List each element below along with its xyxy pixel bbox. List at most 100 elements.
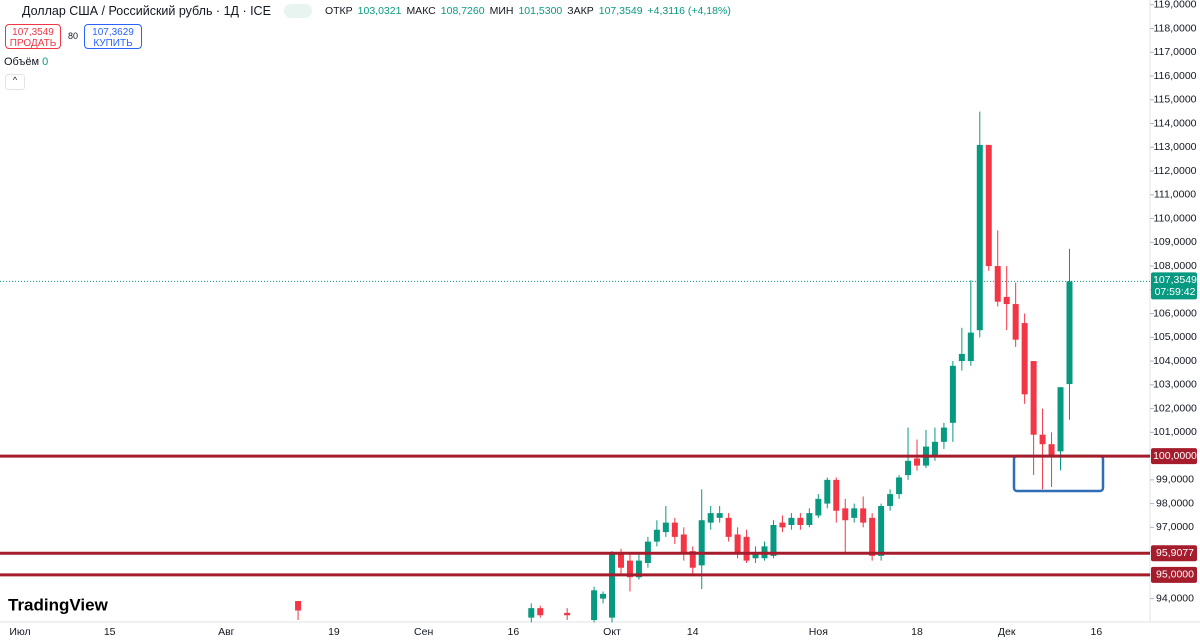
- y-tick-label: 103,0000: [1153, 379, 1197, 391]
- horizontal-line-tag: [1151, 545, 1197, 562]
- y-tick-label: 108,0000: [1153, 260, 1197, 272]
- candle-body: [833, 479, 840, 511]
- change: +4,3116 (+4,18%): [647, 5, 731, 17]
- high-label: МАКС: [406, 5, 436, 17]
- y-tick-label: 106,0000: [1153, 307, 1197, 319]
- buy-label: КУПИТЬ: [93, 38, 133, 49]
- y-tick-label: 104,0000: [1153, 355, 1197, 367]
- candle-body: [564, 612, 571, 616]
- y-tick-label: 94,0000: [1156, 592, 1194, 604]
- x-tick-label: Дек: [998, 626, 1016, 638]
- candle-body: [878, 505, 885, 556]
- candle-body: [528, 608, 535, 618]
- sell-price: 107,3549: [12, 27, 54, 38]
- x-tick-label: 14: [687, 626, 699, 638]
- x-tick-label: Июл: [9, 626, 30, 638]
- candle-body: [295, 600, 302, 611]
- high: 108,7260: [440, 5, 485, 17]
- y-tick-label: 97,0000: [1156, 521, 1194, 533]
- candle-body: [662, 522, 669, 533]
- candle-body: [1030, 361, 1037, 435]
- y-tick-label: 110,0000: [1153, 212, 1196, 224]
- candle-body: [788, 517, 795, 525]
- candle-body: [1066, 281, 1073, 385]
- candle-body: [680, 534, 687, 554]
- candle-body: [958, 353, 965, 362]
- candle-body: [707, 513, 714, 523]
- candle-body: [976, 144, 983, 331]
- status-badge[interactable]: [283, 4, 312, 18]
- symbol: Доллар США / Российский рубль · 1Д · ICE: [22, 4, 271, 18]
- buy-button[interactable]: 107,3629 КУПИТЬ: [84, 24, 142, 49]
- candle-body: [591, 590, 598, 620]
- candle-body: [842, 508, 849, 521]
- logo: TradingView: [8, 595, 109, 614]
- countdown-label: 07:59:42: [1155, 286, 1196, 298]
- y-tick-label: 118,0000: [1153, 22, 1196, 34]
- y-tick-label: 98,0000: [1156, 497, 1194, 509]
- y-tick-label: 117,0000: [1153, 46, 1196, 58]
- x-tick-label: 15: [104, 626, 116, 638]
- candle-body: [931, 441, 938, 457]
- header: Доллар США / Российский рубль · 1Д · ICE…: [22, 4, 731, 18]
- candle-body: [824, 479, 831, 504]
- candle-body: [626, 560, 633, 578]
- x-tick-label: 16: [1091, 626, 1103, 638]
- candle-body: [635, 560, 642, 578]
- candle-body: [716, 513, 723, 518]
- candle-body: [806, 513, 813, 525]
- candle-body: [994, 266, 1001, 302]
- candle-body: [770, 524, 777, 556]
- buy-price: 107,3629: [92, 27, 134, 38]
- candle-body: [851, 508, 858, 518]
- candle-body: [689, 551, 696, 568]
- spread: 80: [68, 31, 79, 41]
- volume-label: Объём: [4, 56, 40, 68]
- candle-body: [779, 522, 786, 528]
- low-label: МИН: [489, 5, 514, 17]
- horizontal-line-label: 95,9077: [1156, 547, 1194, 559]
- x-tick-label: 16: [508, 626, 520, 638]
- candle-body: [860, 508, 867, 523]
- candle-body: [1003, 296, 1010, 305]
- y-tick-label: 116,0000: [1153, 70, 1196, 82]
- y-tick-label: 102,0000: [1153, 402, 1197, 414]
- range-box: [1012, 454, 1105, 493]
- candle-body: [1012, 304, 1019, 340]
- x-tick-label: 18: [911, 626, 923, 638]
- candle-body: [653, 529, 660, 542]
- collapse-button[interactable]: ^: [5, 74, 25, 90]
- candle-body: [1057, 387, 1064, 452]
- candle-body: [905, 460, 912, 476]
- candle-body: [671, 522, 678, 537]
- y-tick-label: 111,0000: [1154, 189, 1196, 201]
- x-tick-label: 19: [328, 626, 340, 638]
- candle-body: [914, 458, 920, 466]
- candle-body: [1021, 323, 1028, 395]
- candle-body: [896, 477, 903, 495]
- volume-value: 0: [42, 56, 49, 68]
- y-tick-label: 119,0000: [1153, 0, 1196, 11]
- low: 101,5300: [518, 5, 563, 17]
- sell-button[interactable]: 107,3549 ПРОДАТЬ: [5, 24, 61, 49]
- candle-body: [752, 553, 759, 559]
- candle-body: [609, 553, 616, 618]
- x-tick-label: Авг: [218, 626, 235, 638]
- x-tick-label: Окт: [603, 626, 621, 638]
- candle-body: [734, 534, 741, 554]
- open: 103,0321: [357, 5, 402, 17]
- y-tick-label: 115,0000: [1153, 94, 1196, 106]
- candle-body: [537, 608, 544, 616]
- close-label: ЗАКР: [567, 5, 594, 17]
- candle-body: [600, 593, 607, 599]
- candle-body: [985, 144, 992, 267]
- candle-body: [797, 517, 804, 525]
- candle-body: [949, 365, 956, 423]
- candle-body: [869, 517, 876, 556]
- candle-body: [815, 498, 822, 516]
- y-tick-label: 112,0000: [1153, 165, 1196, 177]
- y-tick-label: 113,0000: [1153, 141, 1196, 153]
- last-price-tag: [1151, 272, 1197, 300]
- last-price-label: 107,3549: [1153, 274, 1197, 286]
- volume: Объём 0: [4, 56, 48, 68]
